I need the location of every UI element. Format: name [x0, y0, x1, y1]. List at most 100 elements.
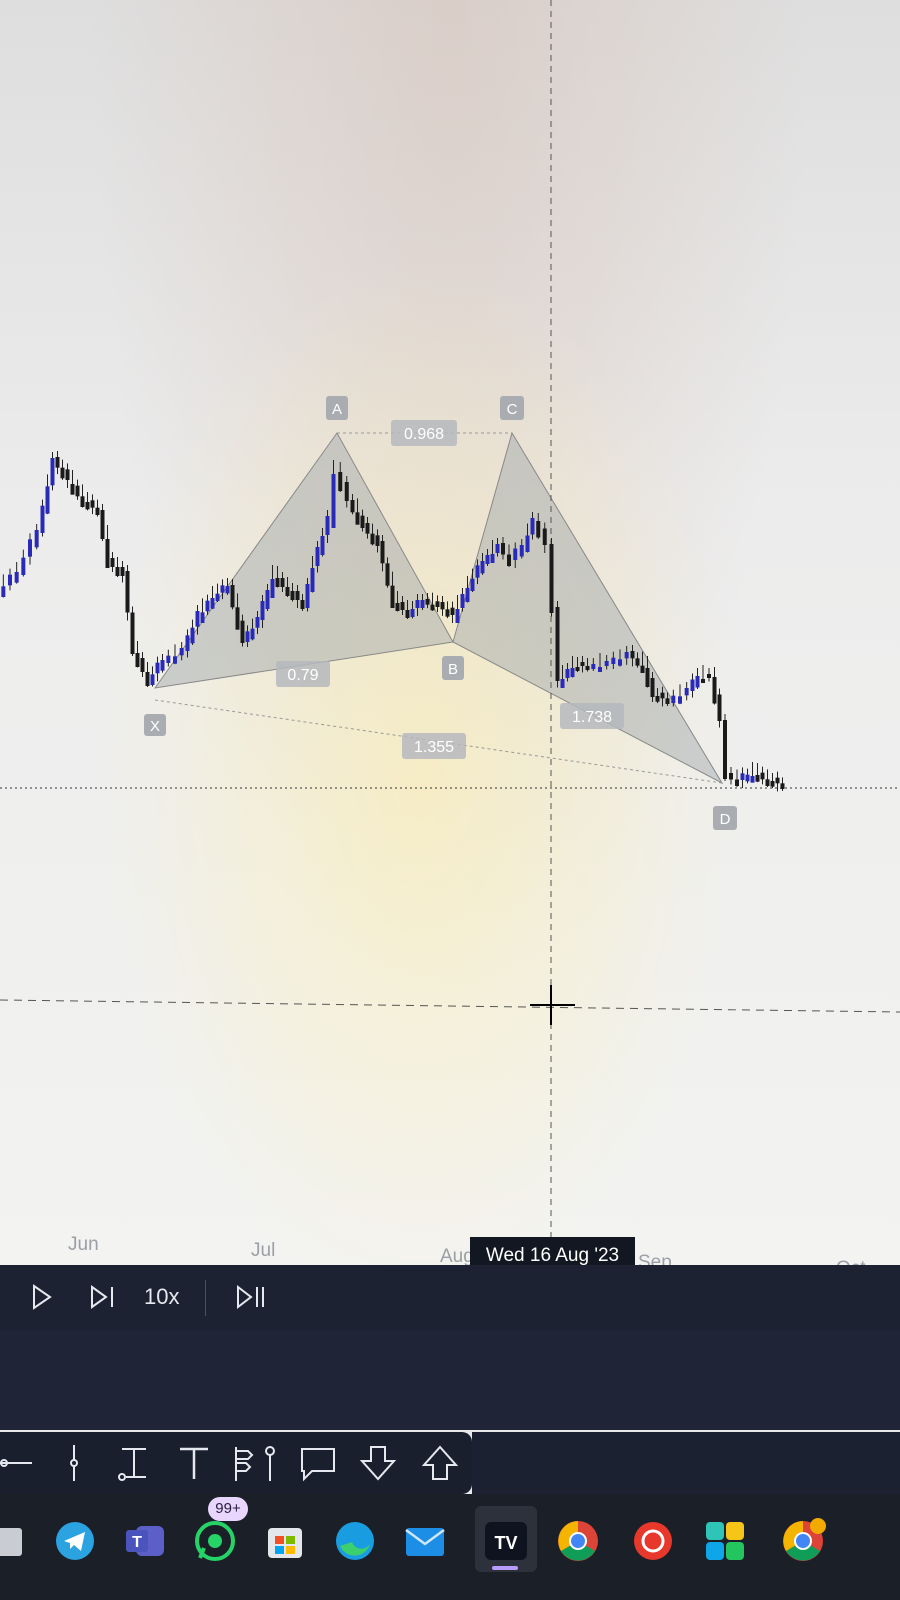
jump-to-realtime-button[interactable]	[235, 1277, 271, 1317]
candle-body	[55, 457, 60, 468]
candle-body	[513, 548, 518, 560]
play-button[interactable]	[30, 1277, 58, 1317]
candle-body	[75, 485, 80, 497]
signpost-tool[interactable]	[222, 1441, 266, 1485]
teams-icon[interactable]: T	[122, 1518, 168, 1564]
candle-body	[455, 609, 460, 623]
mail-icon[interactable]	[402, 1518, 448, 1564]
replay-toolbar: 10x	[0, 1265, 900, 1331]
point-a: A	[326, 396, 348, 420]
callout-tool[interactable]	[296, 1441, 340, 1485]
taskbar: T TV	[0, 1494, 900, 1600]
arrow-up-marker-tool[interactable]	[418, 1441, 462, 1485]
chart-canvas[interactable]: X A B C D 0.968 0.79 1.738	[0, 0, 900, 1265]
line-tool[interactable]	[0, 1441, 44, 1485]
candle-body	[630, 651, 635, 659]
step-forward-button[interactable]	[88, 1277, 120, 1317]
candle-body	[745, 774, 750, 782]
candle-body	[695, 676, 700, 688]
svg-text:0.79: 0.79	[287, 667, 318, 684]
candle-body	[671, 695, 676, 703]
candle-body	[325, 516, 330, 535]
svg-text:A: A	[332, 401, 342, 418]
candle-body	[90, 500, 95, 508]
candle-body	[215, 593, 220, 601]
candle-body	[240, 620, 245, 643]
ratio-ac: 0.968	[391, 420, 457, 446]
candle-body	[255, 617, 260, 628]
point-d: D	[713, 806, 737, 830]
candle-body	[598, 667, 602, 672]
candle-body	[420, 600, 425, 608]
candle-body	[395, 603, 400, 611]
pin-tool[interactable]	[255, 1441, 299, 1485]
candle-body	[155, 662, 160, 674]
chrome-icon[interactable]	[555, 1518, 601, 1564]
edge-icon[interactable]	[332, 1518, 378, 1564]
candle-body	[1, 586, 6, 597]
candle-body	[344, 482, 349, 501]
arrow-down-marker-tool[interactable]	[356, 1441, 400, 1485]
text-tool[interactable]	[172, 1441, 216, 1485]
candle-body	[585, 666, 590, 670]
candle-body	[640, 665, 645, 673]
svg-text:TV: TV	[494, 1533, 517, 1553]
candle-body	[21, 557, 26, 575]
pattern-triangle-bcd	[452, 431, 724, 785]
candle-body	[310, 568, 315, 592]
candle-body	[760, 772, 765, 780]
candle-body	[380, 541, 385, 564]
svg-text:B: B	[448, 661, 458, 678]
candle-body	[519, 545, 524, 557]
candle-body	[65, 469, 70, 480]
candle-body	[555, 607, 560, 681]
candle-body	[440, 602, 445, 610]
bottom-panel	[0, 1330, 900, 1430]
candle-body	[611, 657, 616, 664]
replay-speed-button[interactable]: 10x	[144, 1284, 180, 1309]
month-label-jul: Jul	[251, 1240, 276, 1261]
point-c: C	[500, 396, 524, 420]
candle-body	[179, 648, 184, 656]
candle-body	[85, 502, 90, 510]
candle-body	[265, 590, 270, 609]
line-tool-icon	[0, 1459, 32, 1467]
chart-area[interactable]: X A B C D 0.968 0.79 1.738	[0, 0, 900, 1279]
whatsapp-icon[interactable]	[192, 1518, 238, 1564]
tradingview-icon[interactable]: TV	[483, 1518, 529, 1564]
crosshair-horizontal	[0, 999, 900, 1013]
file-explorer-icon[interactable]	[0, 1518, 26, 1564]
text-cursor-tool[interactable]	[112, 1441, 156, 1485]
candle-body	[591, 664, 596, 669]
pattern-triangle-xab	[153, 432, 454, 689]
puzzle-app-icon[interactable]	[702, 1518, 748, 1564]
drawing-toolbar-background	[472, 1432, 900, 1494]
candle-body	[678, 696, 682, 704]
cursor-cross	[530, 985, 575, 1025]
candle-body	[185, 635, 190, 651]
store-icon[interactable]	[262, 1518, 308, 1564]
candle-body	[305, 584, 310, 608]
candle-body	[275, 578, 280, 587]
active-app-indicator	[492, 1566, 518, 1570]
candle-body	[460, 594, 465, 608]
candle-body	[495, 544, 500, 553]
candle-body	[475, 565, 480, 578]
play-icon	[33, 1284, 52, 1310]
candle-body	[690, 679, 695, 691]
candle-body	[405, 610, 410, 618]
candle-body	[536, 521, 541, 538]
chrome-canary-icon[interactable]	[780, 1518, 826, 1564]
candle-body	[300, 600, 305, 609]
candle-body	[70, 484, 75, 495]
telegram-icon[interactable]	[52, 1518, 98, 1564]
vertical-line-tool[interactable]	[52, 1441, 96, 1485]
app-icon[interactable]	[630, 1518, 676, 1564]
svg-text:1.738: 1.738	[572, 709, 612, 726]
candle-body	[530, 518, 535, 535]
candle-body	[166, 655, 171, 663]
candle-body	[635, 658, 640, 666]
candle-body	[570, 668, 575, 677]
candle-body	[604, 661, 609, 666]
candle-body	[295, 591, 300, 600]
